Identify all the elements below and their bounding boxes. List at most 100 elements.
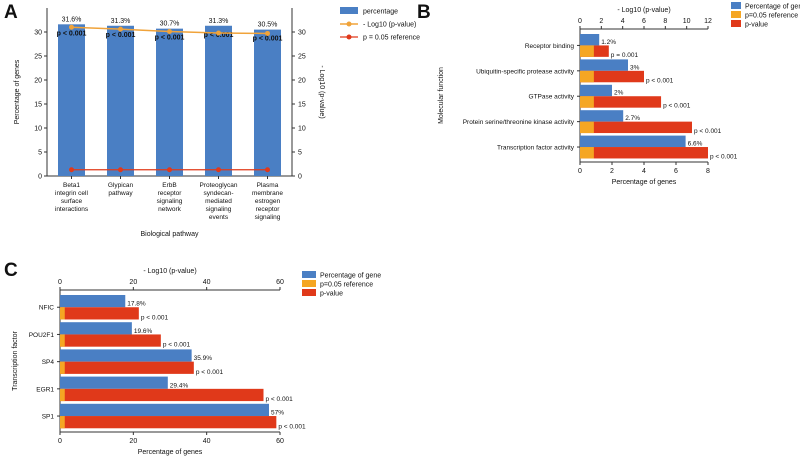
legend-label: p=0.05 reference xyxy=(320,282,373,289)
x-tick-label: 6 xyxy=(674,168,678,175)
x-tick-label: 40 xyxy=(203,438,211,445)
bar-value-label: 31.6% xyxy=(62,16,82,23)
bar-value-label: 2.7% xyxy=(625,115,640,122)
y-axis-title: Molecular function xyxy=(438,67,445,124)
legend-label: Percentage of gene xyxy=(320,273,381,280)
x-tick-label: signaling xyxy=(157,198,183,205)
log10-point xyxy=(69,24,74,30)
legend-swatch xyxy=(731,2,741,9)
y-axis-title: Percentage of genes xyxy=(14,59,21,124)
x2-tick-label: 0 xyxy=(58,279,62,286)
x-tick-label: signaling xyxy=(206,206,232,213)
p-value-label: p < 0.001 xyxy=(278,423,306,430)
x-tick-label: signaling xyxy=(255,214,281,221)
x-tick-label: membrane xyxy=(252,190,283,197)
legend-label: p-value xyxy=(745,22,768,29)
y2-axis-title: - Log10 (p-value) xyxy=(318,65,325,118)
x-tick-label: receptor xyxy=(256,206,281,213)
legend-marker-reference xyxy=(346,34,352,40)
x2-tick-label: 4 xyxy=(621,18,625,25)
legend-marker-log10 xyxy=(346,21,352,27)
bar-value-label: 3% xyxy=(630,64,640,71)
x-axis-title: Biological pathway xyxy=(141,231,199,238)
reference-point xyxy=(167,167,172,173)
bar-value-label: 1.2% xyxy=(601,39,616,46)
x-tick-label: Beta1 xyxy=(63,182,80,189)
x-axis-title: Percentage of genes xyxy=(612,179,677,186)
y-tick-label: Transcription factor activity xyxy=(497,145,575,152)
x-tick-label: surface xyxy=(61,198,83,205)
pvalue-bar xyxy=(580,45,609,57)
panel-c-letter: C xyxy=(4,260,18,281)
bar-value-label: 19.6% xyxy=(134,328,153,335)
pvalue-bar xyxy=(60,361,194,374)
pvalue-bar xyxy=(580,121,692,134)
y-tick-label: 30 xyxy=(34,30,42,37)
x2-tick-label: 2 xyxy=(599,18,603,25)
bar xyxy=(58,24,85,176)
x2-tick-label: 12 xyxy=(704,18,712,25)
bar-value-label: 31.3% xyxy=(209,18,229,25)
bar xyxy=(107,25,134,177)
pvalue-bar xyxy=(60,307,139,320)
x2-tick-label: 20 xyxy=(129,279,137,286)
y2-tick-label: 30 xyxy=(298,30,306,37)
percentage-bar xyxy=(580,84,612,97)
x-tick-label: 0 xyxy=(578,168,582,175)
legend-swatch xyxy=(302,280,316,287)
y-tick-label: 25 xyxy=(34,54,42,61)
x-tick-label: syndecan- xyxy=(204,190,234,197)
p-value-label: p < 0.001 xyxy=(694,128,722,135)
log10-point xyxy=(118,26,123,32)
reference-point xyxy=(69,167,74,173)
y-tick-label: 5 xyxy=(38,150,42,157)
y-tick-label: 15 xyxy=(34,102,42,109)
x-tick-label: mediated xyxy=(205,198,232,205)
reference-bar xyxy=(60,361,65,374)
reference-bar xyxy=(60,416,65,429)
y2-tick-label: 25 xyxy=(298,54,306,61)
panel-b-chart: 0 2 4 6 8 0 2 4 6 8 10 12 Percentage of genes - Log10… xyxy=(438,2,800,186)
panel-a-chart: 0 0 5 5 10 10 15 15 20 20 25 25 30 30 Percentage of ge… xyxy=(14,7,420,238)
bar-value-label: 31.3% xyxy=(111,18,131,25)
y-tick-label: 0 xyxy=(38,174,42,181)
percentage-bar xyxy=(60,376,168,389)
reference-point xyxy=(216,167,221,173)
percentage-bar xyxy=(580,59,628,71)
y-tick-label: SP1 xyxy=(42,414,55,421)
y2-tick-label: 15 xyxy=(298,102,306,109)
legend-swatch xyxy=(731,20,741,27)
p-value-label: p < 0.001 xyxy=(253,36,283,43)
legend-swatch xyxy=(302,289,316,296)
bar-value-label: 29.4% xyxy=(170,382,189,389)
p-value-label: p < 0.001 xyxy=(155,35,185,42)
bar-value-label: 6.6% xyxy=(688,141,703,148)
x-tick-label: 4 xyxy=(642,168,646,175)
legend-label: Percentage of gene xyxy=(745,4,800,11)
x-tick-label: receptor xyxy=(158,190,183,197)
reference-bar xyxy=(580,96,594,108)
reference-bar xyxy=(580,70,594,83)
percentage-bar xyxy=(60,349,192,362)
reference-bar xyxy=(580,121,594,134)
reference-bar xyxy=(580,147,594,159)
y2-tick-label: 20 xyxy=(298,78,306,85)
y-tick-label: Protein serine/threonine kinase activity xyxy=(463,119,575,126)
p-value-label: p < 0.001 xyxy=(57,30,87,37)
x-tick-label: interactions xyxy=(55,206,89,213)
y-tick-label: EGR1 xyxy=(36,386,54,393)
x-tick-label: ErbB xyxy=(162,182,176,189)
p-value-label: p < 0.001 xyxy=(646,77,674,84)
bar-value-label: 17.8% xyxy=(127,301,146,308)
percentage-bar xyxy=(60,295,126,308)
p-value-label: p < 0.001 xyxy=(266,396,294,403)
percentage-bar xyxy=(580,110,624,122)
x-tick-label: estrogen xyxy=(255,198,281,205)
x2-axis-title: - Log10 (p-value) xyxy=(143,268,196,275)
bar xyxy=(205,25,232,177)
y-tick-label: GTPase activity xyxy=(528,94,574,101)
legend-label: p=0.05 reference xyxy=(745,13,798,20)
x-tick-label: events xyxy=(209,214,229,221)
pvalue-bar xyxy=(580,96,662,108)
